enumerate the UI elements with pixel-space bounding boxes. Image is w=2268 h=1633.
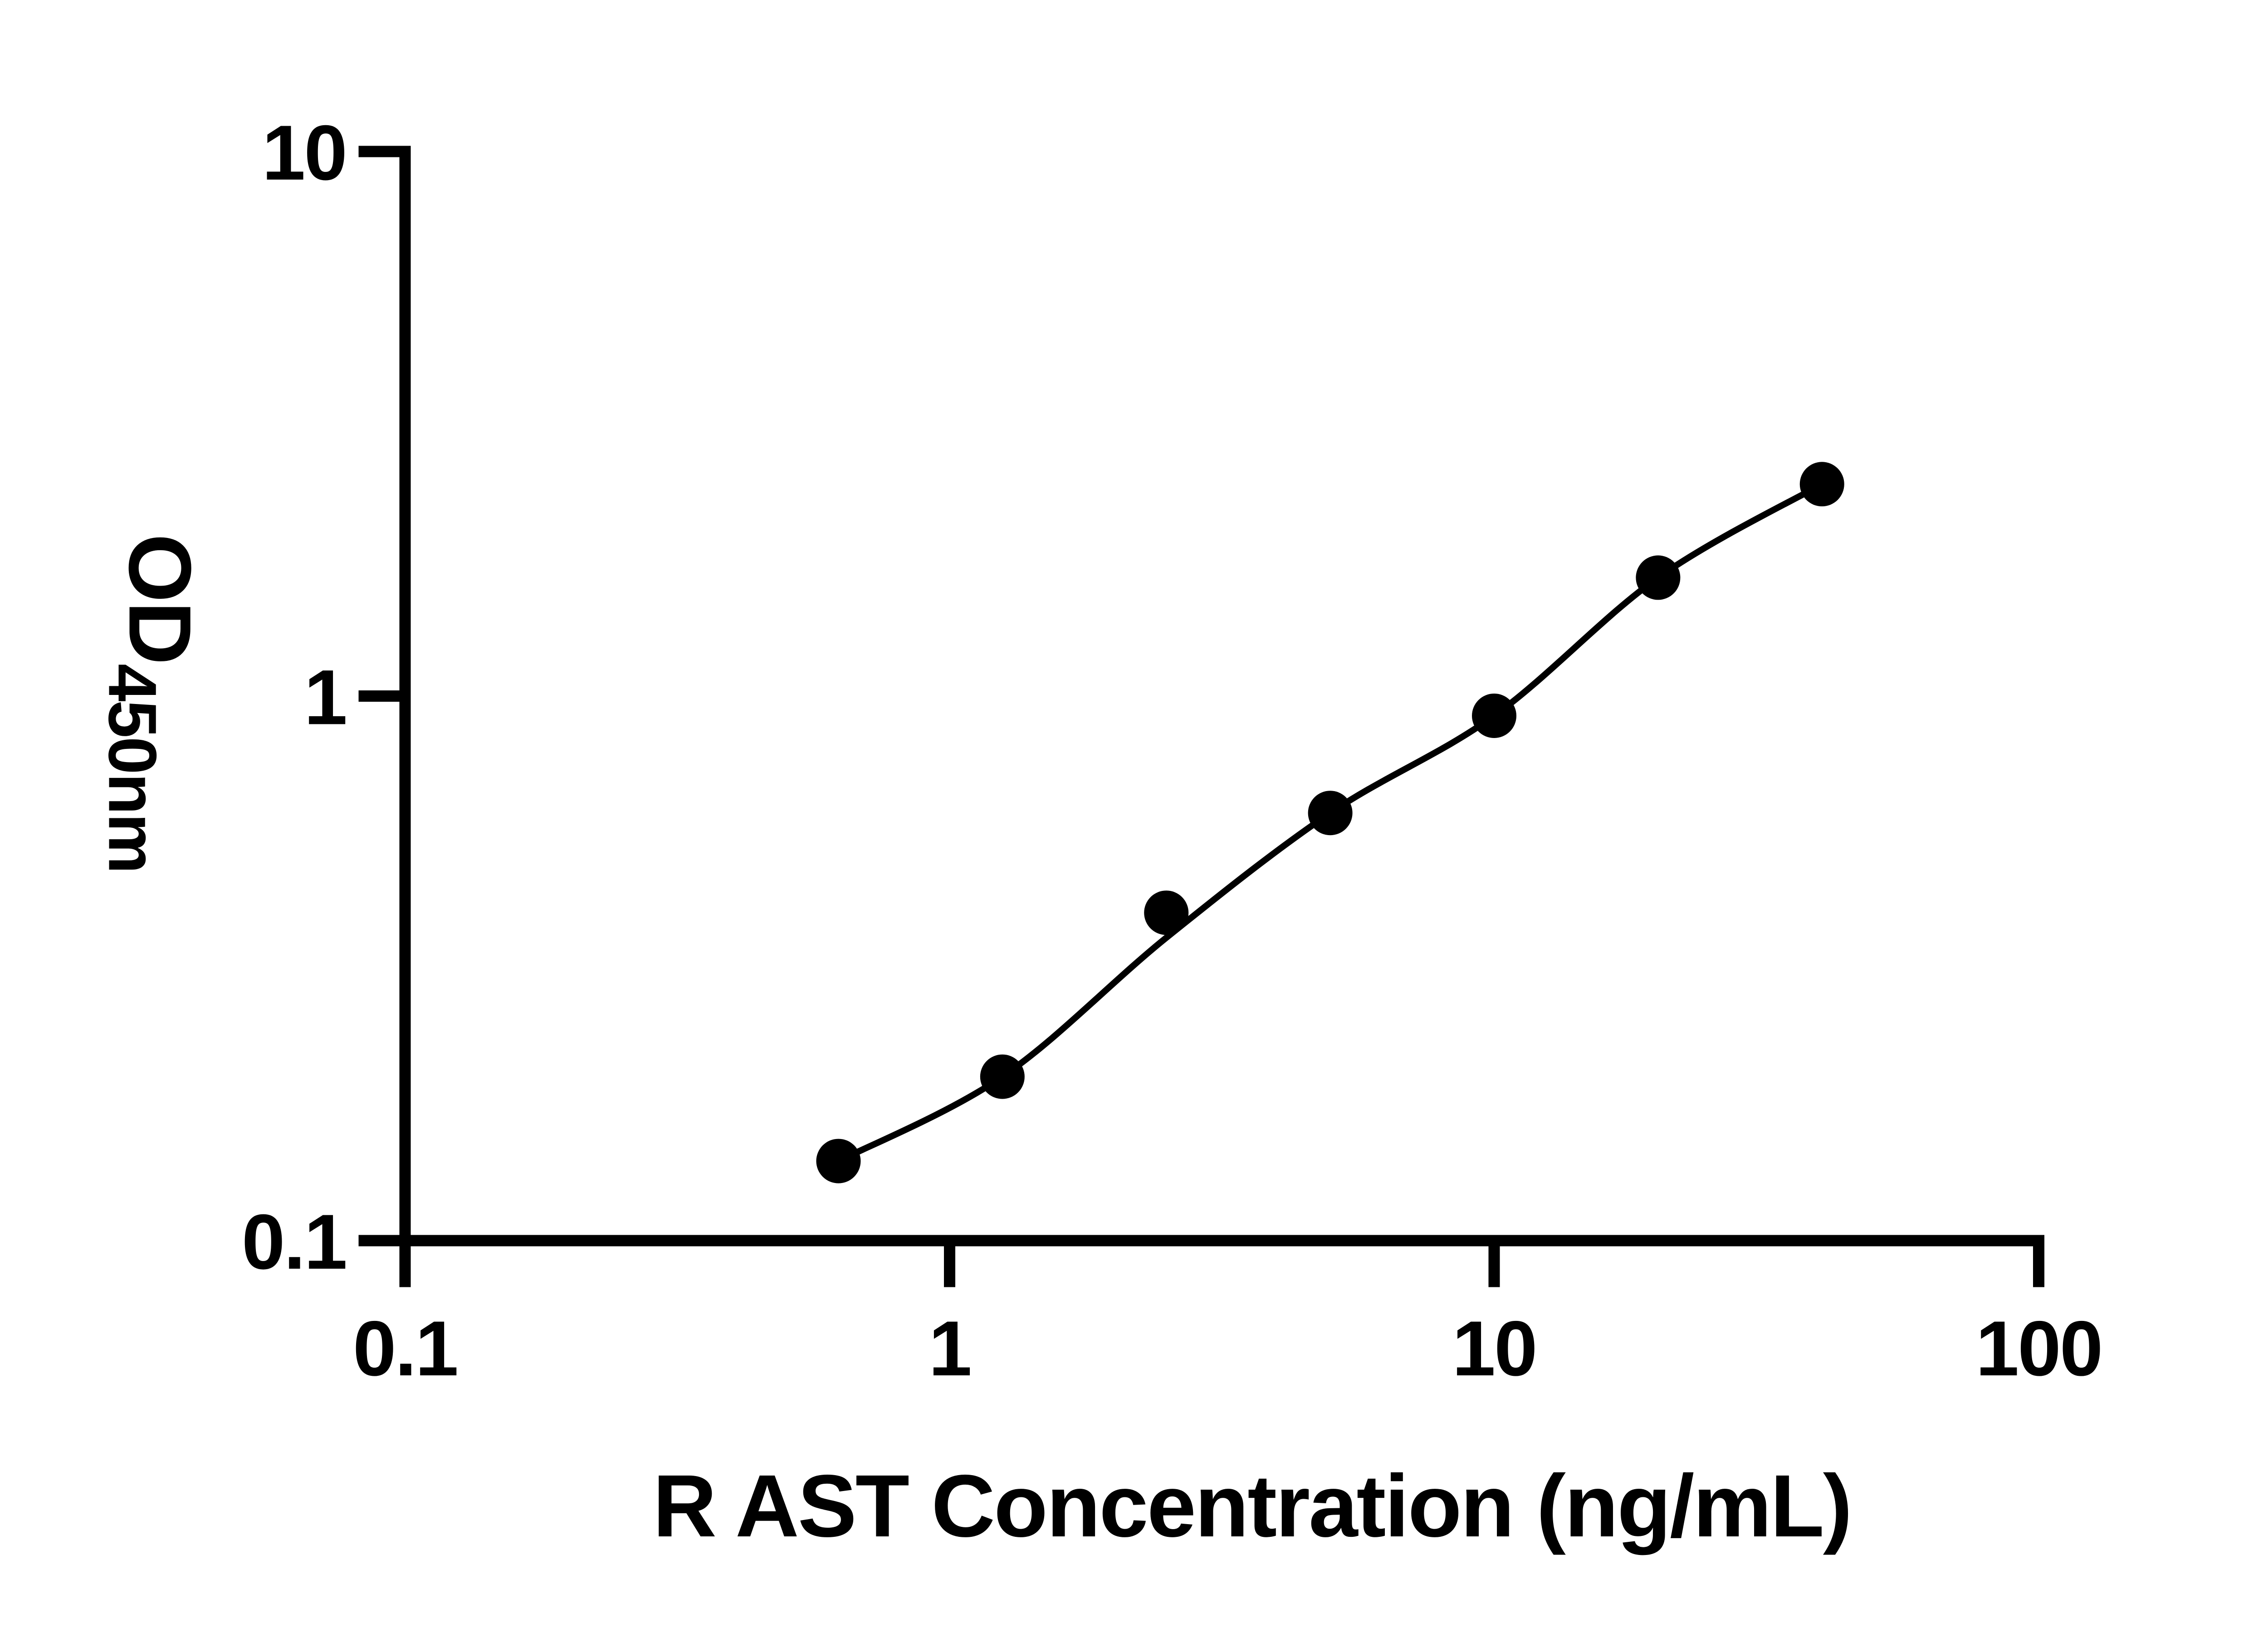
- data-point-marker: [980, 1054, 1025, 1099]
- x-tick-label: 1: [929, 1305, 971, 1392]
- data-point-marker: [1799, 462, 1844, 507]
- data-point-marker: [1308, 791, 1353, 836]
- x-tick-label: 100: [1976, 1305, 2102, 1392]
- x-axis-title: R AST Concentration (ng/mL): [653, 1457, 1853, 1555]
- y-tick-label: 1: [304, 654, 346, 741]
- data-point-marker: [816, 1139, 861, 1183]
- data-point-marker: [1144, 890, 1189, 935]
- data-point-marker: [1472, 693, 1516, 738]
- y-tick-label: 0.1: [242, 1198, 346, 1286]
- y-axis-title-text: OD450nm: [93, 534, 211, 873]
- y-axis-title-main: OD: [110, 533, 210, 664]
- y-axis-title-subscript: 450nm: [94, 664, 171, 873]
- y-tick-label: 10: [262, 109, 346, 196]
- data-point-marker: [1636, 555, 1681, 600]
- x-tick-label: 10: [1452, 1305, 1536, 1392]
- x-tick-label: 0.1: [353, 1305, 457, 1392]
